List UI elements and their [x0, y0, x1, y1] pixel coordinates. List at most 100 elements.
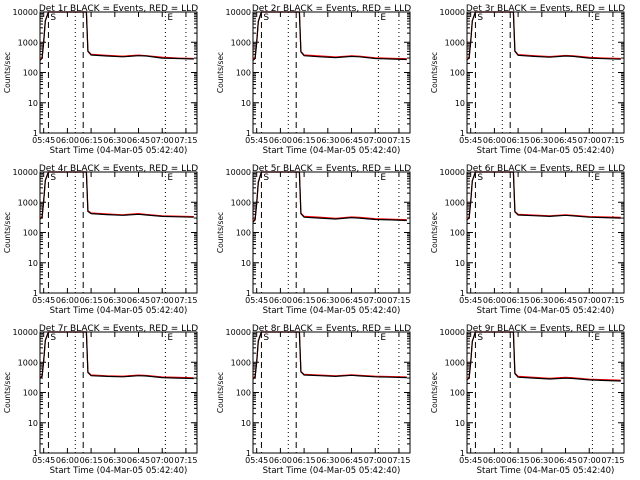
- y-tick-label: 1: [460, 449, 465, 458]
- panel-title: Det 1r BLACK = Events, RED = LLD: [39, 4, 198, 14]
- x-tick-label: 05:45: [32, 136, 55, 145]
- x-tick-label: 06:45: [340, 456, 363, 465]
- y-tick-label: 1: [33, 129, 38, 138]
- series-line-events: [252, 11, 407, 61]
- x-tick-label: 07:00: [578, 296, 601, 305]
- y-tick-label: 1: [33, 449, 38, 458]
- y-tick-label: 10: [28, 259, 38, 268]
- plot-frame: [39, 331, 198, 454]
- end-marker-label: E: [380, 333, 386, 343]
- x-tick-label: 07:00: [364, 296, 387, 305]
- plot-frame: [252, 171, 411, 294]
- y-tick-label: 100: [450, 229, 465, 238]
- start-marker-label: S: [50, 13, 56, 23]
- y-tick-label: 1: [246, 129, 251, 138]
- x-tick-label: 07:15: [387, 456, 410, 465]
- x-tick-label: 07:00: [364, 136, 387, 145]
- y-tick-label: 1000: [231, 358, 251, 367]
- end-marker-label: E: [594, 333, 600, 343]
- start-marker-label: S: [263, 173, 269, 183]
- panel-title: Det 4r BLACK = Events, RED = LLD: [39, 164, 198, 174]
- panel-title: Det 5r BLACK = Events, RED = LLD: [252, 164, 411, 174]
- y-tick-label: 100: [23, 229, 38, 238]
- series-line-events: [252, 171, 407, 223]
- y-axis-title: Counts/sec: [216, 52, 225, 93]
- x-tick-label: 06:00: [269, 456, 292, 465]
- x-tick-label: 07:15: [174, 136, 197, 145]
- x-axis-title: Start Time (04-Mar-05 05:42:40): [263, 146, 401, 156]
- x-tick-label: 06:15: [507, 296, 530, 305]
- x-tick-label: 06:30: [103, 296, 126, 305]
- end-marker-label: E: [167, 173, 173, 183]
- y-tick-label: 100: [236, 69, 251, 78]
- x-tick-label: 06:45: [340, 136, 363, 145]
- y-axis-title: Counts/sec: [3, 52, 12, 93]
- y-tick-label: 1000: [18, 198, 38, 207]
- x-tick-label: 06:30: [316, 456, 339, 465]
- x-axis-title: Start Time (04-Mar-05 05:42:40): [263, 306, 401, 316]
- y-tick-label: 10000: [13, 8, 38, 17]
- y-tick-label: 1000: [445, 358, 465, 367]
- y-tick-label: 10000: [226, 328, 251, 337]
- x-axis-title: Start Time (04-Mar-05 05:42:40): [50, 306, 188, 316]
- x-tick-label: 06:15: [507, 136, 530, 145]
- end-marker-label: E: [167, 333, 173, 343]
- plot-frame: [252, 331, 411, 454]
- y-tick-label: 10000: [440, 328, 465, 337]
- x-tick-label: 06:30: [530, 136, 553, 145]
- panel-title: Det 6r BLACK = Events, RED = LLD: [466, 164, 625, 174]
- plot-frame: [39, 171, 198, 294]
- y-tick-label: 100: [23, 389, 38, 398]
- end-marker-label: E: [594, 173, 600, 183]
- y-tick-label: 100: [450, 389, 465, 398]
- end-marker-label: E: [380, 173, 386, 183]
- panel-title: Det 8r BLACK = Events, RED = LLD: [252, 324, 411, 334]
- x-tick-label: 07:00: [151, 456, 174, 465]
- x-tick-label: 07:15: [601, 296, 624, 305]
- y-tick-label: 10: [241, 99, 251, 108]
- start-marker-label: S: [477, 173, 483, 183]
- x-tick-label: 07:00: [151, 136, 174, 145]
- x-tick-label: 07:00: [151, 296, 174, 305]
- end-marker-label: E: [167, 13, 173, 23]
- y-tick-label: 10: [28, 419, 38, 428]
- x-tick-label: 06:45: [127, 136, 150, 145]
- y-tick-label: 10: [241, 259, 251, 268]
- end-marker-label: E: [594, 13, 600, 23]
- y-axis-title: Counts/sec: [3, 372, 12, 413]
- x-tick-label: 06:15: [80, 296, 103, 305]
- x-axis-title: Start Time (04-Mar-05 05:42:40): [263, 466, 401, 476]
- x-tick-label: 07:15: [174, 456, 197, 465]
- x-tick-label: 06:45: [127, 456, 150, 465]
- x-tick-label: 06:45: [340, 296, 363, 305]
- x-tick-label: 06:15: [507, 456, 530, 465]
- y-tick-label: 1: [460, 129, 465, 138]
- y-tick-label: 1000: [445, 198, 465, 207]
- x-axis-title: Start Time (04-Mar-05 05:42:40): [50, 146, 188, 156]
- x-tick-label: 06:30: [103, 136, 126, 145]
- x-tick-label: 06:00: [269, 136, 292, 145]
- y-axis-title: Counts/sec: [430, 52, 439, 93]
- plot-frame: [252, 11, 411, 134]
- y-axis-title: Counts/sec: [3, 212, 12, 253]
- y-axis-title: Counts/sec: [216, 372, 225, 413]
- series-line-events: [39, 11, 194, 61]
- x-tick-label: 06:00: [269, 296, 292, 305]
- series-line-events: [466, 11, 621, 61]
- x-tick-label: 05:45: [459, 456, 482, 465]
- x-tick-label: 07:15: [601, 456, 624, 465]
- y-tick-label: 1000: [445, 38, 465, 47]
- y-tick-label: 100: [450, 69, 465, 78]
- y-tick-label: 100: [236, 389, 251, 398]
- y-tick-label: 100: [236, 229, 251, 238]
- start-marker-label: S: [263, 13, 269, 23]
- x-tick-label: 07:00: [364, 456, 387, 465]
- y-tick-label: 1: [33, 289, 38, 298]
- start-marker-label: S: [477, 333, 483, 343]
- x-tick-label: 06:45: [554, 456, 577, 465]
- y-axis-title: Counts/sec: [430, 212, 439, 253]
- x-tick-label: 06:15: [80, 456, 103, 465]
